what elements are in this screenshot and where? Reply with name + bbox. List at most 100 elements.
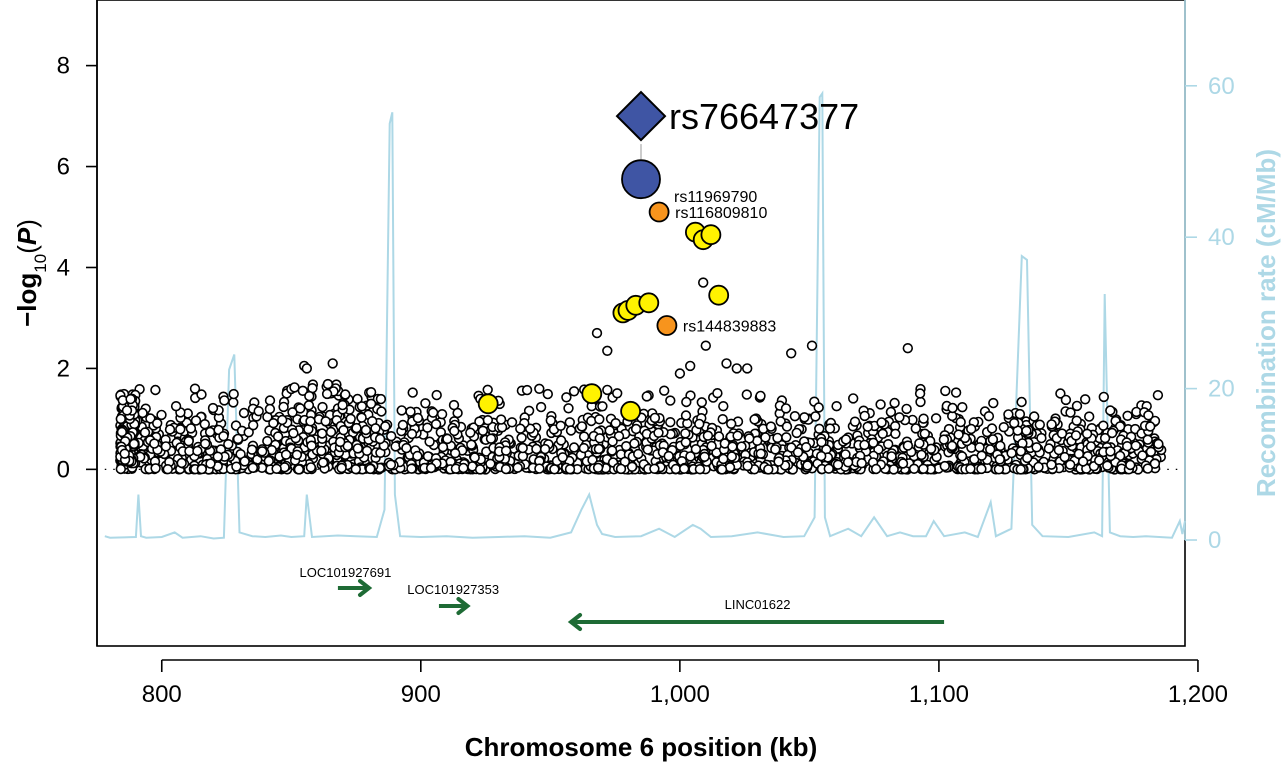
- snp-point: [516, 432, 527, 443]
- gene-arrowhead-LOC101927353: [456, 597, 471, 615]
- snp-point: [190, 415, 202, 426]
- y-axis-left: 0 2 4 6 8: [57, 0, 98, 646]
- snp-point: [814, 423, 825, 434]
- snp-point: [965, 423, 977, 435]
- snp-point: [549, 464, 560, 475]
- snp-point: [641, 391, 652, 402]
- snp-point: [406, 428, 418, 440]
- snp-point: [831, 401, 842, 412]
- snp-point: [856, 458, 867, 469]
- snp-point: [994, 454, 1005, 465]
- snp-point: [908, 463, 920, 474]
- snp-point: [506, 417, 518, 428]
- snp-point: [1070, 430, 1082, 441]
- snp-point: [121, 405, 133, 416]
- snp-point: [781, 432, 792, 443]
- snp-point: [755, 448, 766, 459]
- snp-point: [243, 427, 254, 438]
- y-tick-label: 0: [57, 456, 70, 483]
- snp-point: [716, 464, 728, 475]
- snp-point: [772, 432, 783, 444]
- snp-point: [741, 389, 752, 400]
- snp-point: [1077, 456, 1089, 467]
- snp-point: [1099, 432, 1111, 444]
- snp-point: [277, 414, 288, 426]
- snp-point: [247, 462, 259, 473]
- snp-point: [223, 439, 234, 450]
- snp-point: [939, 460, 950, 472]
- snp-point: [868, 437, 879, 448]
- snp-point: [442, 433, 453, 445]
- snp-point: [376, 406, 387, 417]
- recombination-rate-line-group: [104, 90, 1186, 540]
- y-tick-label: 6: [57, 154, 70, 181]
- snp-label-rs116809810: rs116809810: [675, 205, 767, 222]
- snp-point: [301, 363, 312, 374]
- snp-point: [890, 428, 901, 439]
- snp-point: [412, 450, 423, 462]
- snp-point: [365, 387, 377, 398]
- snp-point: [1059, 451, 1070, 463]
- highlighted-snp-point: [648, 201, 670, 223]
- snp-point: [1060, 394, 1072, 406]
- snp-point: [1043, 443, 1055, 454]
- snp-point: [449, 425, 460, 437]
- snp-point: [680, 437, 691, 448]
- snp-point: [424, 436, 435, 447]
- snp-point: [875, 399, 886, 410]
- snp-point: [1093, 455, 1105, 466]
- snp-point: [983, 411, 995, 422]
- snp-point: [288, 428, 299, 439]
- snp-point: [658, 385, 670, 396]
- gene-label-LINC01622: LINC01622: [725, 597, 791, 612]
- snp-point: [1016, 396, 1027, 408]
- snp-point: [152, 418, 163, 429]
- snp-point: [396, 405, 407, 416]
- y2-tick-label: 60: [1208, 73, 1235, 100]
- snp-point: [576, 421, 588, 432]
- snp-point: [726, 451, 737, 462]
- snp-point: [338, 425, 349, 436]
- snp-point: [125, 393, 136, 405]
- snp-point: [477, 425, 489, 436]
- snp-point: [902, 440, 914, 451]
- snp-point: [649, 412, 661, 424]
- snp-point: [397, 419, 409, 431]
- lead-snp-diamond-marker: [615, 90, 667, 142]
- snp-point: [564, 464, 576, 475]
- snp-point: [189, 383, 201, 394]
- y-axis-title: −log10(P): [12, 219, 50, 327]
- snp-point: [781, 421, 793, 432]
- snp-point: [555, 435, 567, 446]
- gene-label-LOC101927353: LOC101927353: [407, 582, 499, 597]
- snp-point: [947, 402, 958, 414]
- snp-point: [278, 401, 289, 413]
- snp-point: [678, 463, 690, 474]
- snp-point: [706, 440, 717, 452]
- snp-point: [183, 436, 194, 447]
- snp-point: [665, 417, 676, 428]
- snp-point: [293, 464, 305, 475]
- x-tick-label: 900: [401, 681, 441, 708]
- snp-point: [773, 456, 784, 467]
- gene-track: LOC101927691 LOC101927353 LINC01622: [300, 565, 945, 631]
- snp-point: [263, 455, 274, 467]
- snp-point: [915, 396, 926, 408]
- snp-point: [557, 452, 568, 463]
- snp-point: [289, 382, 300, 393]
- snp-point: [271, 463, 282, 474]
- snp-point: [697, 277, 709, 288]
- snp-point: [246, 444, 258, 455]
- snp-point: [1065, 407, 1076, 418]
- snp-point: [1098, 391, 1110, 403]
- highlighted-snp-point: [708, 284, 730, 306]
- snp-point: [849, 416, 861, 427]
- snp-point: [291, 449, 303, 460]
- highlighted-snp-point: [656, 315, 678, 336]
- snp-point: [1014, 408, 1026, 420]
- snp-point: [987, 434, 999, 445]
- snp-point: [897, 458, 909, 469]
- snp-point: [517, 442, 528, 454]
- snp-point: [894, 412, 905, 423]
- highlighted-snp-point: [620, 400, 641, 422]
